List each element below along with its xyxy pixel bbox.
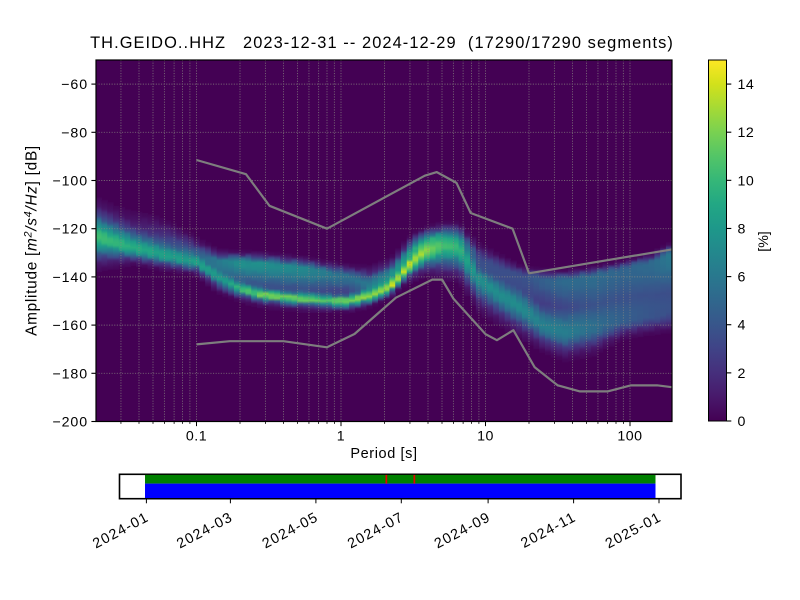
svg-text:−200: −200 <box>52 415 88 431</box>
svg-text:8: 8 <box>738 222 746 238</box>
svg-text:−80: −80 <box>61 125 88 141</box>
svg-text:[%]: [%] <box>756 231 772 252</box>
svg-text:100: 100 <box>617 429 642 445</box>
svg-text:Amplitude [m2/s4/Hz] [dB]: Amplitude [m2/s4/Hz] [dB] <box>23 145 41 336</box>
svg-text:4: 4 <box>738 318 746 334</box>
svg-text:2: 2 <box>738 366 746 382</box>
svg-text:10: 10 <box>477 429 494 445</box>
svg-text:−120: −120 <box>52 222 88 238</box>
svg-text:12: 12 <box>738 125 755 141</box>
svg-text:6: 6 <box>738 270 746 286</box>
svg-text:14: 14 <box>738 77 755 93</box>
svg-text:−60: −60 <box>61 77 88 93</box>
svg-text:TH.GEIDO..HHZ 2023-12-31 --: TH.GEIDO..HHZ 2023-12-31 -- 2024-12-29 (… <box>90 34 674 52</box>
svg-text:−180: −180 <box>52 366 88 382</box>
svg-text:0: 0 <box>738 414 746 430</box>
svg-text:Period [s]: Period [s] <box>350 446 417 462</box>
svg-text:−140: −140 <box>52 270 88 286</box>
svg-text:0.1: 0.1 <box>186 429 207 445</box>
svg-text:1: 1 <box>337 429 345 445</box>
svg-text:−100: −100 <box>52 174 88 190</box>
svg-text:−160: −160 <box>52 318 88 334</box>
svg-text:10: 10 <box>738 173 755 189</box>
